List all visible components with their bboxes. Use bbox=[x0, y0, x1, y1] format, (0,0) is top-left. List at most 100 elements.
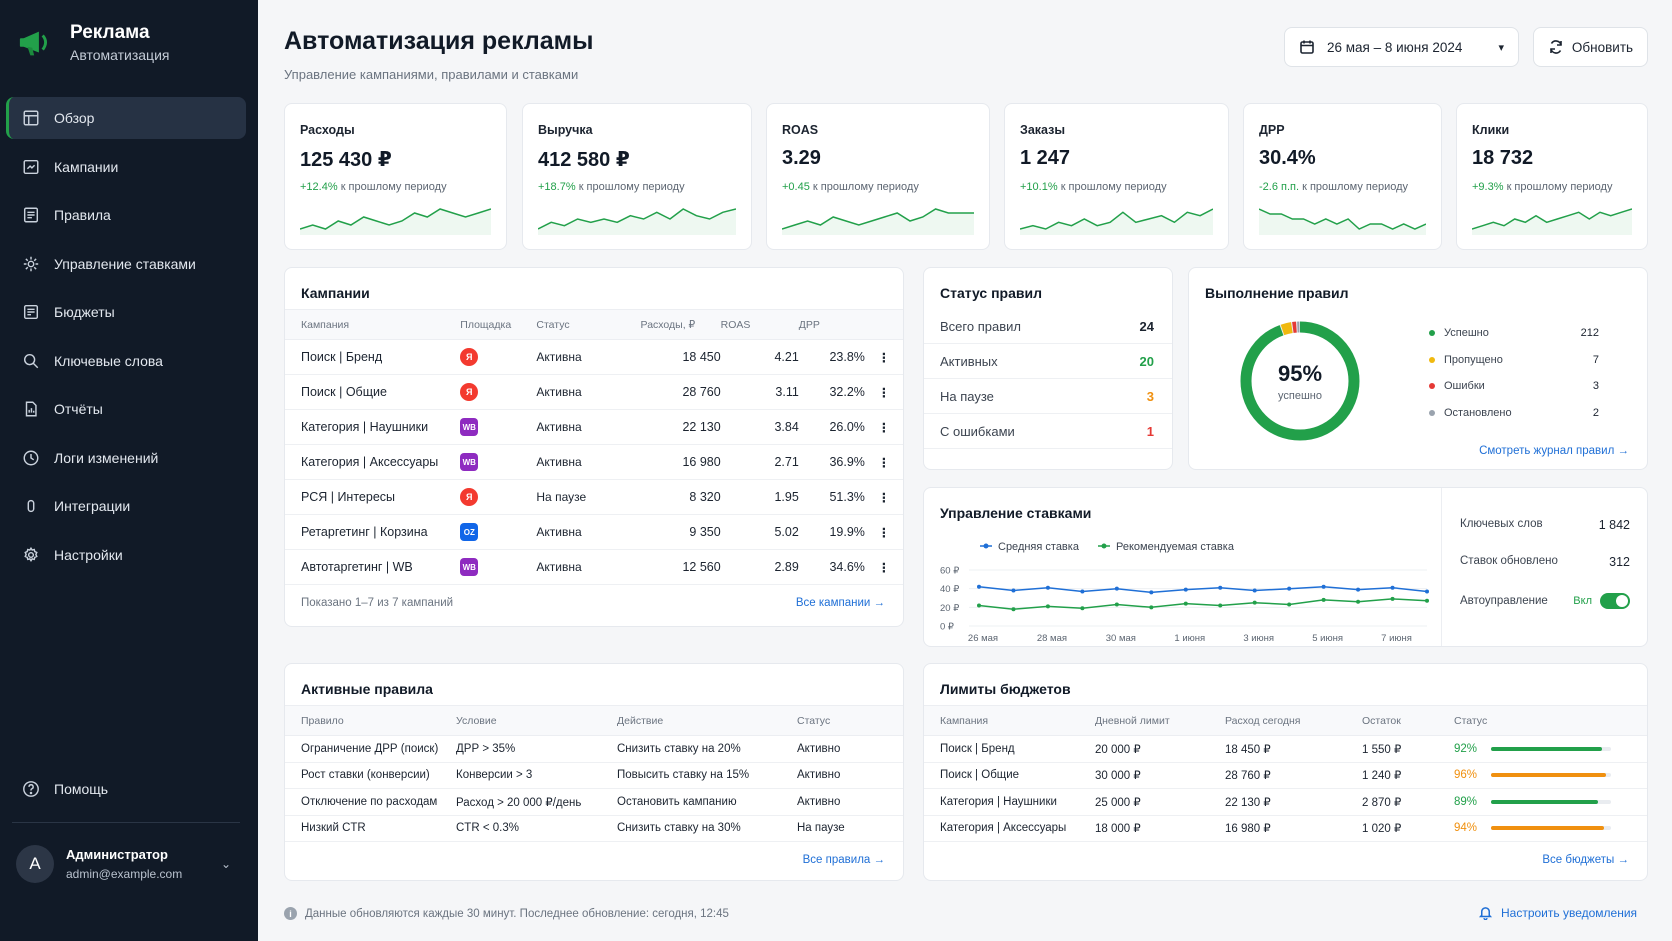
budget-status: 96% bbox=[1454, 762, 1647, 789]
campaign-name[interactable]: Поиск | Бренд bbox=[285, 339, 461, 375]
campaigns-icon bbox=[22, 158, 40, 176]
sidebar-item-7[interactable]: Логи изменений bbox=[6, 437, 246, 479]
table-row[interactable]: Категория | Наушники WB Активна 22 130 3… bbox=[285, 409, 903, 445]
campaign-name[interactable]: РСЯ | Интересы bbox=[285, 479, 461, 515]
table-row[interactable]: Автотаргетинг | WB WB Активна 12 560 2.8… bbox=[285, 549, 903, 585]
column-header: Площадка bbox=[460, 309, 537, 340]
clock-icon bbox=[22, 449, 40, 467]
search-icon bbox=[22, 352, 40, 370]
more-icon[interactable]: ⋮ bbox=[864, 409, 903, 445]
table-row[interactable]: Ретаргетинг | Корзина OZ Активна 9 350 5… bbox=[285, 514, 903, 550]
kpi-value: 30.4% bbox=[1259, 147, 1316, 169]
campaign-name[interactable]: Категория | Аксессуары bbox=[285, 444, 461, 480]
series-point bbox=[1114, 586, 1119, 591]
table-row[interactable]: Поиск | Бренд 20 000 ₽ 18 450 ₽ 1 550 ₽ … bbox=[924, 735, 1647, 763]
table-row[interactable]: Поиск | Общие Я Активна 28 760 3.11 32.2… bbox=[285, 374, 903, 410]
sidebar-item-4[interactable]: Бюджеты bbox=[6, 291, 246, 333]
rule-name[interactable]: Отключение по расходам bbox=[285, 788, 456, 816]
help-icon bbox=[23, 781, 39, 797]
date-range-picker[interactable]: 26 мая – 8 июня 2024 ▾ bbox=[1284, 27, 1519, 67]
help-link[interactable]: Помощь bbox=[22, 780, 108, 798]
table-row[interactable]: Категория | Наушники 25 000 ₽ 22 130 ₽ 2… bbox=[924, 788, 1647, 816]
sidebar-item-6[interactable]: Отчёты bbox=[6, 388, 246, 430]
rules-status-label: На паузе bbox=[940, 388, 994, 404]
auto-control-toggle[interactable] bbox=[1600, 593, 1630, 609]
budgets-title: Лимиты бюджетов bbox=[940, 681, 1071, 697]
all-campaigns-link[interactable]: Все кампании → bbox=[795, 597, 885, 609]
rule-condition: ДРР > 35% bbox=[456, 735, 617, 763]
campaign-roas: 3.11 bbox=[720, 374, 799, 410]
legend-item: Успешно 212 bbox=[1429, 327, 1599, 339]
more-icon[interactable]: ⋮ bbox=[864, 514, 903, 550]
chart-y-tick: 0 ₽ bbox=[940, 622, 955, 633]
budget-limit: 18 000 ₽ bbox=[1095, 815, 1225, 842]
series-point bbox=[1045, 604, 1050, 609]
rule-name[interactable]: Ограничение ДРР (поиск) bbox=[285, 735, 456, 763]
more-icon[interactable]: ⋮ bbox=[864, 479, 903, 515]
notifications-link[interactable]: Настроить уведомления bbox=[1478, 905, 1637, 920]
series-point bbox=[1183, 587, 1188, 592]
campaign-name[interactable]: Категория | Наушники bbox=[285, 409, 461, 445]
rules-status-row[interactable]: На паузе 3 bbox=[924, 379, 1172, 414]
table-row[interactable]: Поиск | Общие 30 000 ₽ 28 760 ₽ 1 240 ₽ … bbox=[924, 762, 1647, 789]
more-icon[interactable]: ⋮ bbox=[864, 549, 903, 585]
series-point bbox=[977, 603, 981, 608]
kpi-card: ROAS 3.29 +0.45 к прошлому периоду bbox=[766, 103, 990, 250]
table-row[interactable]: РСЯ | Интересы Я На паузе 8 320 1.95 51.… bbox=[285, 479, 903, 515]
refresh-button[interactable]: Обновить bbox=[1533, 27, 1648, 67]
sidebar-item-3[interactable]: Управление ставками bbox=[6, 243, 246, 285]
legend-dot bbox=[1429, 409, 1435, 416]
rules-status-row[interactable]: Всего правил 24 bbox=[924, 309, 1172, 344]
campaign-name[interactable]: Ретаргетинг | Корзина bbox=[285, 514, 461, 550]
rules-status-value: 1 bbox=[1146, 423, 1154, 439]
table-row[interactable]: Отключение по расходам Расход > 20 000 ₽… bbox=[285, 788, 903, 816]
budget-campaign[interactable]: Поиск | Бренд bbox=[924, 735, 1095, 763]
rules-status-row[interactable]: Активных 20 bbox=[924, 344, 1172, 379]
brand[interactable]: Реклама Автоматизация bbox=[18, 22, 169, 63]
table-row[interactable]: Рост ставки (конверсии) Конверсии > 3 По… bbox=[285, 762, 903, 789]
campaign-name[interactable]: Автотаргетинг | WB bbox=[285, 549, 461, 585]
budget-campaign[interactable]: Категория | Наушники bbox=[924, 788, 1095, 816]
table-row[interactable]: Категория | Аксессуары 18 000 ₽ 16 980 ₽… bbox=[924, 815, 1647, 842]
budget-campaign[interactable]: Категория | Аксессуары bbox=[924, 815, 1095, 842]
chart-legend-marker bbox=[1101, 543, 1107, 549]
rules-journal-link[interactable]: Смотреть журнал правил → bbox=[1479, 445, 1629, 457]
kpi-delta-text: к прошлому периоду bbox=[340, 181, 447, 193]
sidebar-item-9[interactable]: Настройки bbox=[6, 534, 246, 576]
kpi-delta-text: к прошлому периоду bbox=[1506, 181, 1613, 193]
legend-label: Ошибки bbox=[1444, 380, 1485, 392]
column-header: Кампания bbox=[924, 705, 1095, 736]
kpi-sparkline bbox=[782, 208, 974, 235]
table-row[interactable]: Низкий CTR CTR < 0.3% Снизить ставку на … bbox=[285, 815, 903, 842]
budget-campaign[interactable]: Поиск | Общие bbox=[924, 762, 1095, 789]
campaign-drr: 19.9% bbox=[798, 514, 865, 550]
sidebar-item-0[interactable]: Обзор bbox=[6, 97, 246, 139]
table-row[interactable]: Ограничение ДРР (поиск) ДРР > 35% Снизит… bbox=[285, 735, 903, 763]
all-rules-link[interactable]: Все правила → bbox=[802, 854, 885, 866]
more-icon[interactable]: ⋮ bbox=[864, 339, 903, 375]
kpi-label: ДРР bbox=[1259, 123, 1285, 137]
sidebar-item-2[interactable]: Правила bbox=[6, 194, 246, 236]
rule-status: На паузе bbox=[797, 815, 903, 842]
sidebar-item-label: Обзор bbox=[54, 110, 95, 126]
table-row[interactable]: Поиск | Бренд Я Активна 18 450 4.21 23.8… bbox=[285, 339, 903, 375]
sidebar-item-1[interactable]: Кампании bbox=[6, 146, 246, 188]
active-rules-card: Активные правила Правило Условие Действие С… bbox=[284, 663, 904, 881]
sidebar-item-8[interactable]: Интеграции bbox=[6, 485, 246, 527]
more-icon[interactable]: ⋮ bbox=[864, 444, 903, 480]
sidebar-item-5[interactable]: Ключевые слова bbox=[6, 340, 246, 382]
rule-name[interactable]: Рост ставки (конверсии) bbox=[285, 762, 456, 789]
donut-label: успешно bbox=[1278, 390, 1322, 402]
rule-name[interactable]: Низкий CTR bbox=[285, 815, 456, 842]
series-point bbox=[1252, 600, 1257, 605]
legend-value: 212 bbox=[1580, 327, 1599, 339]
user-menu[interactable]: A Администратор admin@example.com ⌄ bbox=[16, 845, 241, 883]
active-rules-title: Активные правила bbox=[301, 681, 433, 697]
table-row[interactable]: Категория | Аксессуары WB Активна 16 980… bbox=[285, 444, 903, 480]
rules-status-label: Активных bbox=[940, 353, 998, 369]
more-icon[interactable]: ⋮ bbox=[864, 374, 903, 410]
rules-status-row[interactable]: С ошибками 1 bbox=[924, 414, 1172, 449]
all-budgets-link[interactable]: Все бюджеты → bbox=[1542, 854, 1629, 866]
series-point bbox=[1149, 590, 1154, 595]
campaign-name[interactable]: Поиск | Общие bbox=[285, 374, 461, 410]
